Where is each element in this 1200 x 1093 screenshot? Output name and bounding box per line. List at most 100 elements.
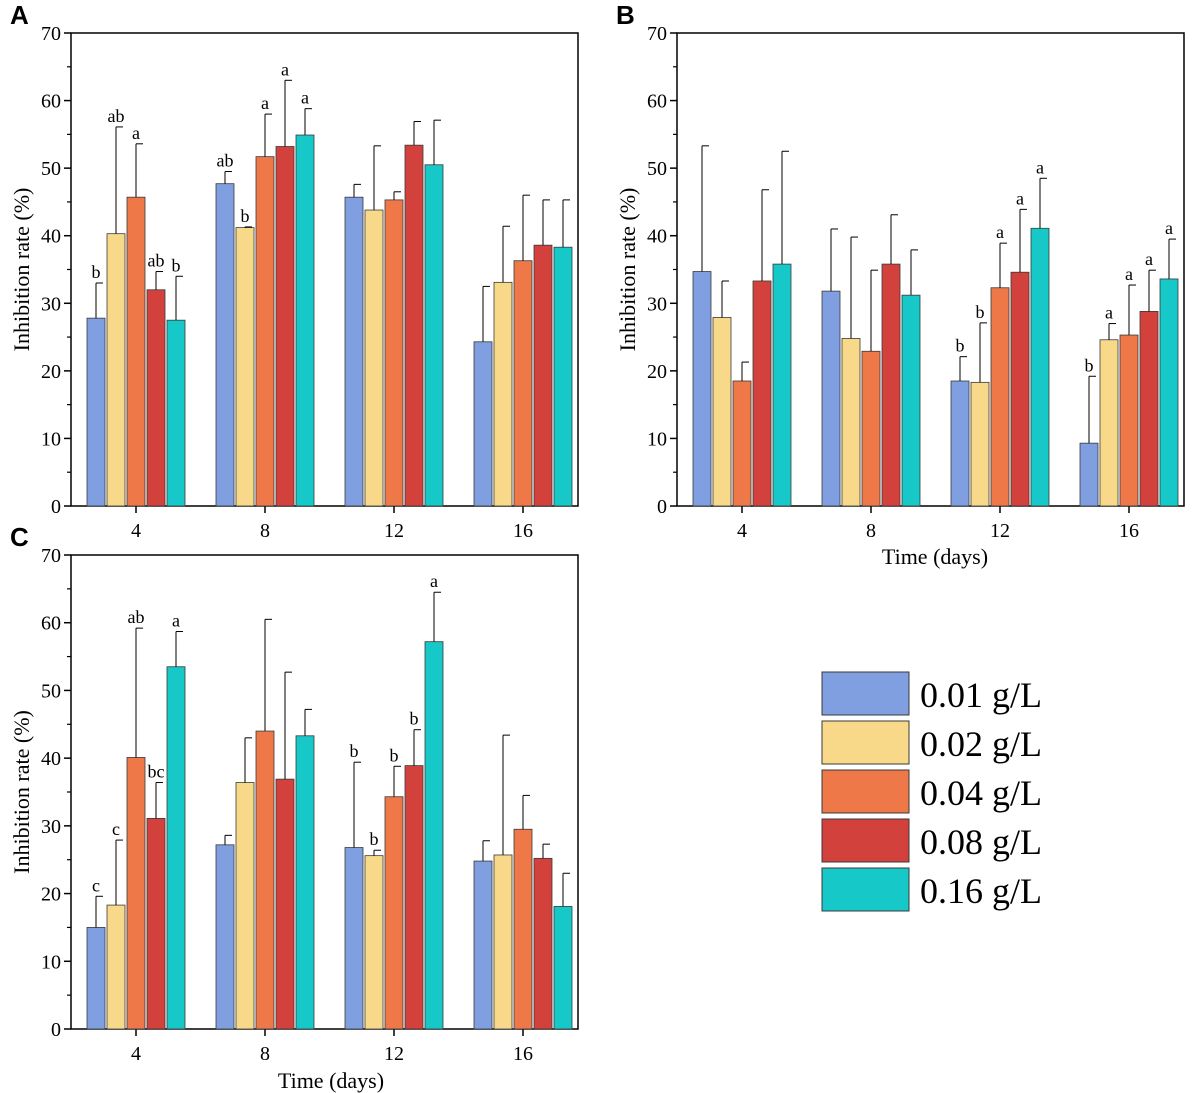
panel-c-bar: [275, 778, 295, 1030]
panel-b-y-tick-label: 30: [647, 293, 667, 315]
panel-c-y-tick-label: 50: [41, 680, 61, 702]
panel-a-significance-label: a: [301, 88, 309, 108]
panel-a-y-tick-label: 70: [41, 23, 61, 45]
panel-b-bar: [881, 263, 901, 507]
panel-b-letter: B: [616, 0, 635, 30]
panel-b-bar: [692, 271, 712, 507]
panel-a-y-tick-label: 50: [41, 158, 61, 180]
panel-c-bar: [146, 818, 166, 1030]
panel-a-bar: [513, 260, 533, 507]
legend-label: 0.16 g/L: [920, 871, 1042, 911]
panel-b-y-tick-label: 50: [647, 158, 667, 180]
panel-a-significance-label: a: [132, 123, 140, 143]
panel-c-y-tick-label: 0: [51, 1019, 61, 1041]
panel-a-significance-label: ab: [108, 106, 125, 126]
panel-c-bar: [473, 860, 493, 1030]
legend-label: 0.02 g/L: [920, 724, 1042, 764]
panel-b-bar: [950, 380, 970, 507]
panel-b-x-tick-label: 16: [1119, 520, 1139, 542]
panel-c-bar: [295, 735, 315, 1030]
panel-c-bar: [553, 906, 573, 1030]
legend: 0.01 g/L 0.02 g/L 0.04 g/L 0.08 g/L 0.16 g/L: [821, 671, 1042, 912]
panel-a-y-axis-title: Inhibition rate (%): [9, 188, 34, 352]
panel-a-bar: [424, 164, 444, 507]
panel-c-bar: [235, 782, 255, 1030]
panel-b-bar: [1030, 227, 1050, 507]
panel-a-bar: [533, 244, 553, 507]
panel-a-bar: [384, 199, 404, 507]
panel-a-bar: [553, 246, 573, 507]
panel-c-x-tick-label: 8: [260, 1043, 270, 1065]
panel-a-y-tick-label: 10: [41, 428, 61, 450]
panel-a-significance-label: a: [281, 59, 289, 79]
panel-b-x-tick-label: 8: [866, 520, 876, 542]
panel-a-bar: [126, 196, 146, 507]
panel-b-x-tick-label: 4: [737, 520, 747, 542]
panel-c-bar: [513, 828, 533, 1030]
panel-c-x-tick-label: 12: [384, 1043, 404, 1065]
panel-b-significance-label: a: [1105, 303, 1113, 323]
panel-b-bar: [901, 294, 921, 507]
panel-b-y-axis-title: Inhibition rate (%): [615, 188, 640, 352]
panel-b: B 0 10 20 30 40 50 60 70 Inhibition rate (%) 4 8 12 b…: [615, 0, 1185, 569]
panel-a-bar: [255, 156, 275, 507]
panel-a-bar: [235, 227, 255, 507]
panel-b-bar: [841, 338, 861, 507]
panel-a-significance-label: b: [172, 255, 181, 275]
panel-a-bar: [166, 319, 186, 507]
panel-c-bar: [384, 796, 404, 1030]
panel-b-significance-label: a: [996, 222, 1004, 242]
panel-c-x-tick-label: 16: [513, 1043, 533, 1065]
panel-c-y-tick-label: 60: [41, 613, 61, 635]
panel-b-x-tick-label: 12: [990, 520, 1010, 542]
panel-c-significance-label: c: [112, 819, 120, 839]
panel-b-significance-label: a: [1145, 249, 1153, 269]
panel-b-bar: [861, 350, 881, 507]
legend-label: 0.01 g/L: [920, 675, 1042, 715]
panel-c-y-tick-label: 30: [41, 816, 61, 838]
panel-b-bar: [821, 290, 841, 507]
panel-b-significance-label: a: [1036, 157, 1044, 177]
panel-c-significance-label: bc: [148, 762, 165, 782]
panel-a-significance-label: b: [241, 206, 250, 226]
panel-c-bar: [255, 730, 275, 1030]
panel-b-significance-label: a: [1165, 218, 1173, 238]
panel-a-x-tick-label: 12: [384, 520, 404, 542]
legend-swatch: [821, 671, 910, 716]
panel-b-bar: [990, 287, 1010, 507]
panel-b-y-tick-label: 10: [647, 428, 667, 450]
panel-b-significance-label: b: [976, 302, 985, 322]
panel-a-x-tick-label: 16: [513, 520, 533, 542]
panel-c-bar: [106, 904, 126, 1030]
panel-a-bar: [473, 341, 493, 507]
legend-label: 0.08 g/L: [920, 822, 1042, 862]
panel-b-bar: [1159, 278, 1179, 507]
panel-b-bar: [1139, 310, 1159, 507]
legend-label: 0.04 g/L: [920, 773, 1042, 813]
panel-c-significance-label: a: [430, 571, 438, 591]
panel-c-bar: [344, 847, 364, 1030]
panel-c-y-tick-label: 70: [41, 545, 61, 567]
panel-b-significance-label: a: [1016, 188, 1024, 208]
panel-c-significance-label: b: [350, 741, 359, 761]
panel-a-bar: [146, 289, 166, 507]
panel-c-bar: [215, 844, 235, 1030]
panel-c-bar: [364, 855, 384, 1030]
panel-c-y-axis-title: Inhibition rate (%): [9, 710, 34, 874]
panel-c-bar: [493, 854, 513, 1030]
panel-b-significance-label: b: [1085, 355, 1094, 375]
panel-b-y-tick-label: 60: [647, 91, 667, 113]
panel-a-bar: [295, 134, 315, 507]
panel-b-x-axis-title: Time (days): [882, 544, 988, 569]
panel-b-y-tick-label: 70: [647, 23, 667, 45]
panel-b-y-tick-label: 20: [647, 361, 667, 383]
panel-a-bar: [86, 317, 106, 507]
panel-c-bar: [404, 765, 424, 1030]
legend-swatch: [821, 867, 910, 912]
panel-a-bar: [106, 233, 126, 507]
panel-b-significance-label: b: [956, 336, 965, 356]
panel-c-bar: [166, 666, 186, 1030]
